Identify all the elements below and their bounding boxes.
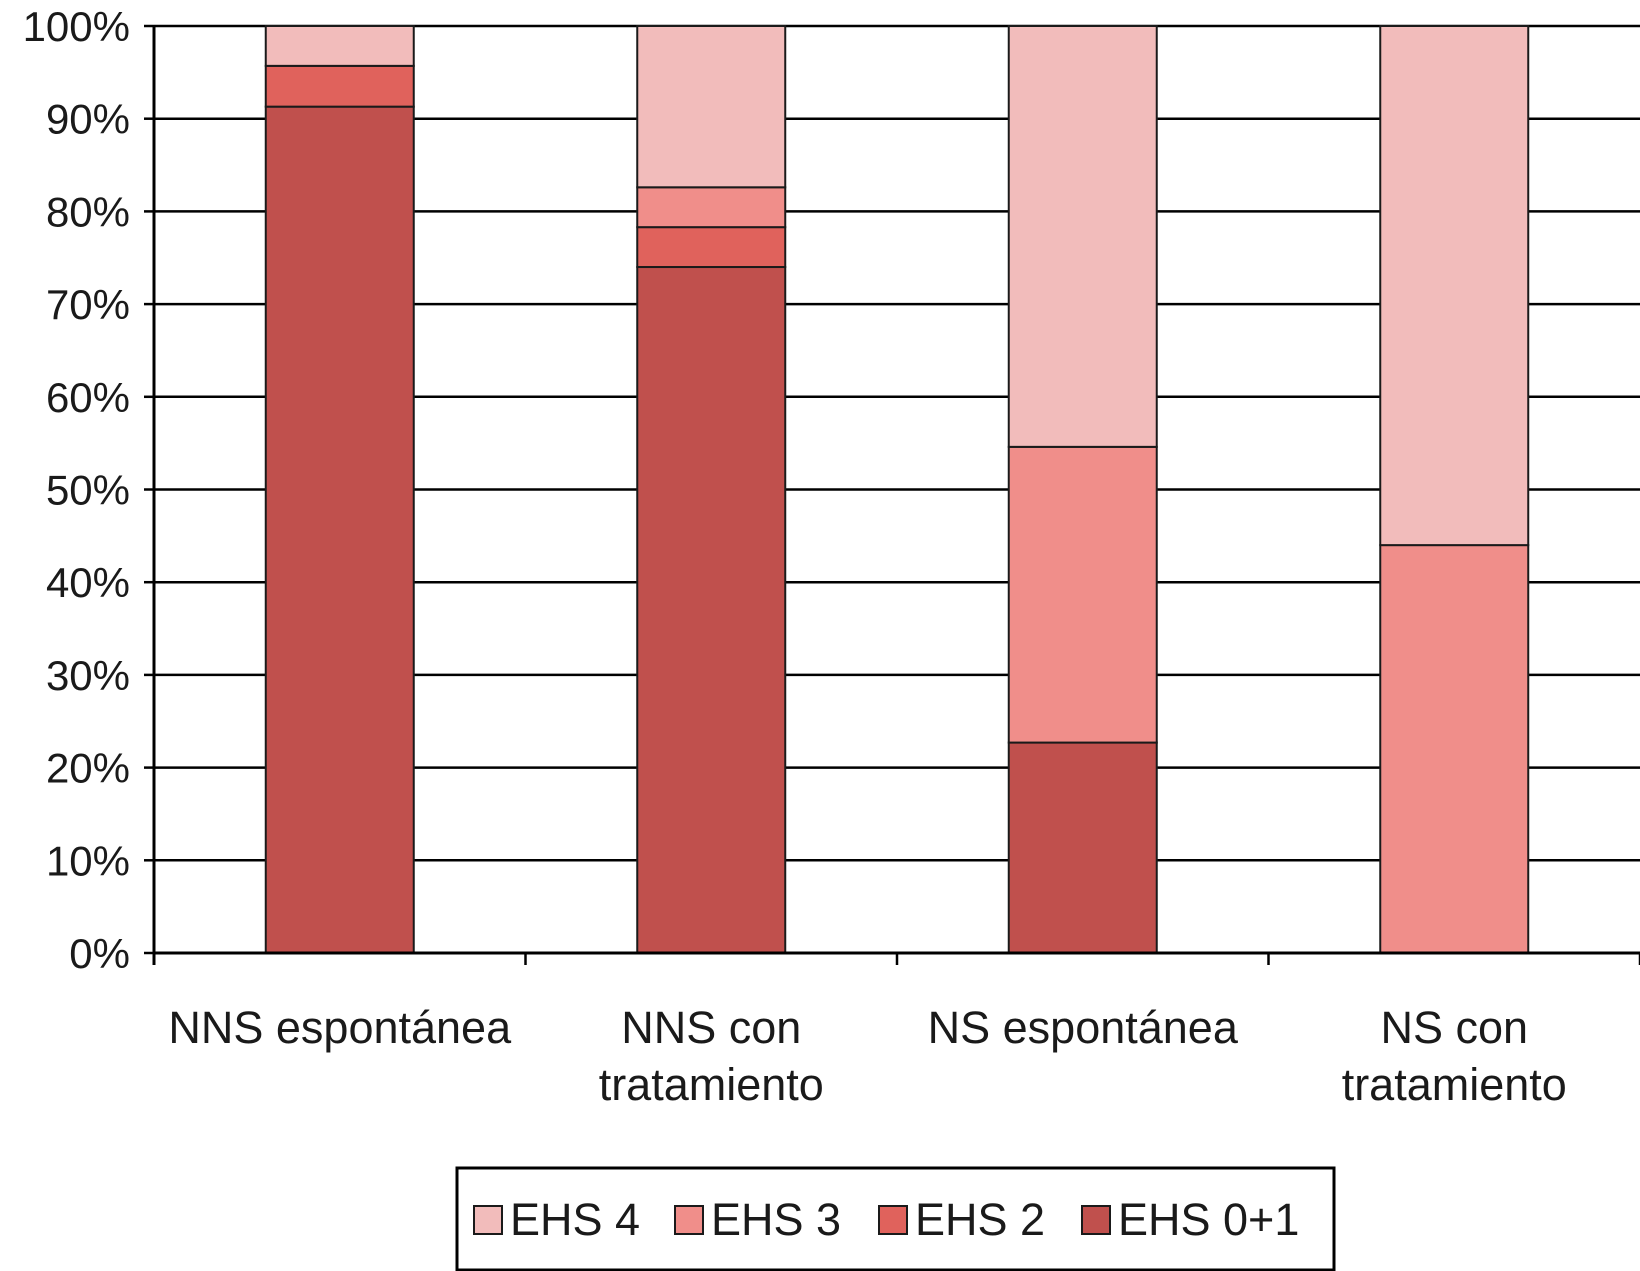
bar-segment [264,105,415,955]
bar-segment [1379,544,1530,954]
bar-segment [636,186,787,229]
legend-swatch [1081,1205,1111,1235]
y-tick-label: 20% [46,745,130,792]
bar-segment [1379,25,1530,547]
legend-label: EHS 2 [915,1194,1045,1245]
y-tick-label: 60% [46,374,130,421]
bar-segment [264,25,415,67]
x-category-label: NNS espontánea [168,1002,512,1053]
bar-segment [264,64,415,108]
legend-label: EHS 0+1 [1118,1194,1299,1245]
y-tick-label: 50% [46,467,130,514]
y-tick-label: 100% [23,3,130,50]
y-tick-label: 30% [46,652,130,699]
x-category-label: NS espontánea [928,1002,1239,1053]
x-category-label: NNS con [621,1002,801,1053]
axes: 0% 10% 20% 30% 40% 50% 60% 70% 80% 90% 100% NNS esp… [23,3,1640,1110]
bar-segment [1007,741,1158,954]
legend: EHS 4 EHS 3 EHS 2 EHS 0+1 [455,1166,1336,1271]
y-tick-label: 10% [46,837,130,884]
bar-segment [636,25,787,189]
y-tick-label: 80% [46,188,130,235]
y-tick-label: 40% [46,559,130,606]
bar-segment [636,266,787,954]
legend-swatch [473,1205,503,1235]
bar-segment [636,226,787,269]
y-tick-label: 70% [46,281,130,328]
bars [264,25,1530,955]
x-category-label: tratamiento [1342,1059,1567,1110]
y-tick-label: 90% [46,96,130,143]
y-tick-label: 0% [69,930,130,977]
x-category-label: tratamiento [599,1059,824,1110]
bar-segment [1007,445,1158,744]
legend-label: EHS 3 [711,1194,841,1245]
legend-swatch [674,1205,704,1235]
legend-swatch [878,1205,908,1235]
bar-segment [1007,25,1158,448]
x-category-label: NS con [1380,1002,1528,1053]
legend-label: EHS 4 [510,1194,640,1245]
